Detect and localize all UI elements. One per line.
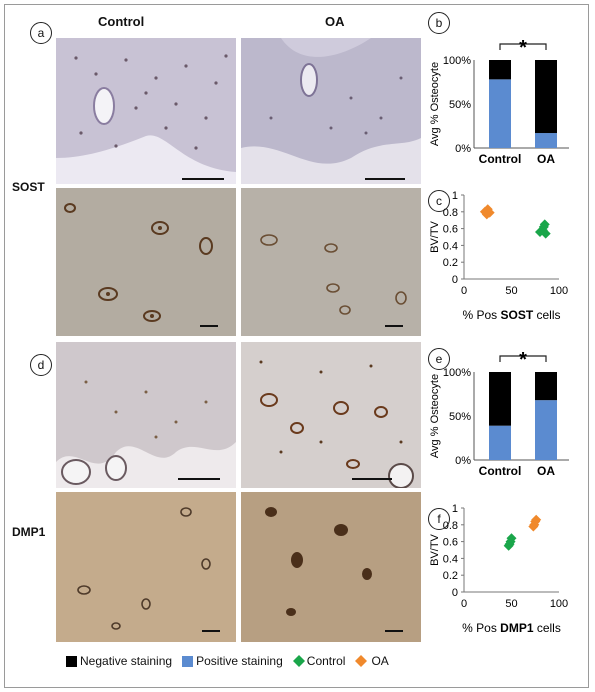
x-tick-label: Control — [479, 152, 522, 166]
bar-segment — [535, 372, 557, 401]
legend-label-control: Control — [306, 654, 346, 668]
micrograph-dmp1-control-low — [56, 342, 236, 488]
row-label-sost: SOST — [12, 180, 45, 194]
x-tick-label: OA — [537, 464, 555, 478]
y-axis-label: Avg % Osteocyte — [429, 62, 441, 146]
significance-star: * — [519, 349, 527, 371]
stacked-bar-chart-b: 0% 50% 100%Avg % Osteocyte Control OA * — [429, 37, 569, 166]
y-tick-label: 1 — [452, 503, 458, 515]
legend-label-positive: Positive staining — [196, 654, 283, 668]
column-header-control: Control — [98, 14, 145, 29]
chart-c: 0 0.2 0.4 0.6 0.8 1 0 50 100 BV/TV % Pos SOST cell… — [424, 185, 589, 335]
scatter-point — [539, 219, 550, 230]
scale-bar — [178, 478, 220, 480]
y-tick-label: 0.4 — [443, 240, 458, 252]
scatter-chart-c: 0 0.2 0.4 0.6 0.8 1 0 50 100 BV/TV % Pos SOST cell… — [429, 190, 568, 322]
panel-label-d: d — [30, 354, 52, 376]
micrograph-sost-control-low — [56, 38, 236, 184]
significance-bracket — [499, 355, 547, 362]
legend-swatch-positive — [182, 655, 194, 667]
y-tick-label: 0.6 — [443, 224, 458, 236]
scatter-point — [481, 209, 492, 220]
bar-segment — [535, 133, 557, 148]
scatter-chart-f: 0 0.2 0.4 0.6 0.8 1 0 50 100 BV/TV % Pos DMP1 cell… — [429, 503, 568, 635]
micrograph-sost-oa-high — [241, 188, 421, 336]
scale-bar — [365, 178, 405, 180]
scale-bar — [385, 325, 403, 327]
x-tick-label: 50 — [505, 598, 517, 610]
x-tick-label: 0 — [461, 598, 467, 610]
micrograph-dmp1-oa-low — [241, 342, 421, 488]
column-header-oa: OA — [325, 14, 345, 29]
row-label-dmp1: DMP1 — [12, 525, 46, 539]
y-tick-label: 0.8 — [443, 207, 458, 219]
x-tick-label: 100 — [550, 598, 568, 610]
y-tick-label: 0 — [452, 274, 458, 286]
y-axis-label: BV/TV — [429, 533, 441, 565]
micrograph-sost-control-high — [56, 188, 236, 336]
diamond-icon — [292, 655, 305, 667]
panel-label-a: a — [30, 22, 52, 44]
figure-frame — [4, 4, 589, 688]
legend-item-oa: OA — [355, 654, 389, 668]
y-axis-label: Avg % Osteocyte — [429, 374, 441, 458]
micrograph-sost-oa-low — [241, 38, 421, 184]
legend-item-control: Control — [292, 654, 346, 668]
chart-b: 0% 50% 100% Avg % Osteocyte Control OA * — [424, 30, 589, 180]
y-tick-label: 0.6 — [443, 537, 458, 549]
y-tick-label: 0.2 — [443, 570, 458, 582]
y-tick-label: 0% — [455, 455, 471, 467]
scale-bar — [352, 478, 392, 480]
chart-e: 0% 50% 100% Avg % Osteocyte Control OA * — [424, 342, 589, 492]
y-tick-label: 100% — [443, 55, 471, 67]
y-tick-label: 0 — [452, 587, 458, 599]
legend-label-oa: OA — [371, 654, 389, 668]
bar-segment — [489, 60, 511, 80]
y-tick-label: 0.8 — [443, 520, 458, 532]
x-axis-label: % Pos DMP1 cells — [462, 621, 561, 635]
scale-bar — [182, 178, 224, 180]
x-tick-label: OA — [537, 152, 555, 166]
bar-segment — [489, 425, 511, 460]
x-axis-label: % Pos SOST cells — [462, 308, 560, 322]
bar-segment — [489, 372, 511, 426]
figure-legend: Negative staining Positive staining Cont… — [66, 654, 399, 668]
bar-segment — [489, 79, 511, 148]
legend-item-positive: Positive staining — [182, 654, 283, 668]
y-tick-label: 0.2 — [443, 257, 458, 269]
panel-label-c: c — [428, 190, 450, 212]
panel-label-e: e — [428, 348, 450, 370]
legend-label-negative: Negative staining — [80, 654, 173, 668]
y-tick-label: 100% — [443, 367, 471, 379]
y-axis-label: BV/TV — [429, 220, 441, 252]
scale-bar — [202, 630, 220, 632]
significance-bracket — [499, 43, 547, 50]
panel-label-b: b — [428, 12, 450, 34]
micrograph-dmp1-control-high — [56, 492, 236, 642]
diamond-icon — [355, 655, 368, 667]
significance-star: * — [519, 37, 527, 59]
bar-segment — [535, 60, 557, 134]
micrograph-dmp1-oa-high — [241, 492, 421, 642]
scale-bar — [385, 630, 403, 632]
y-tick-label: 1 — [452, 190, 458, 202]
x-tick-label: Control — [479, 464, 522, 478]
y-tick-label: 50% — [449, 411, 471, 423]
x-tick-label: 50 — [505, 285, 517, 297]
scatter-point — [531, 514, 542, 525]
scatter-point — [504, 539, 515, 550]
y-tick-label: 0% — [455, 143, 471, 155]
y-tick-label: 50% — [449, 99, 471, 111]
stacked-bar-chart-e: 0% 50% 100%Avg % Osteocyte Control OA * — [429, 349, 569, 478]
legend-item-negative: Negative staining — [66, 654, 172, 668]
chart-f: 0 0.2 0.4 0.6 0.8 1 0 50 100 BV/TV % Pos DMP1 cell… — [424, 498, 589, 653]
legend-swatch-negative — [66, 655, 77, 667]
x-tick-label: 0 — [461, 285, 467, 297]
x-tick-label: 100 — [550, 285, 568, 297]
scale-bar — [200, 325, 218, 327]
y-tick-label: 0.4 — [443, 553, 458, 565]
panel-label-f: f — [428, 508, 450, 530]
bar-segment — [535, 400, 557, 460]
